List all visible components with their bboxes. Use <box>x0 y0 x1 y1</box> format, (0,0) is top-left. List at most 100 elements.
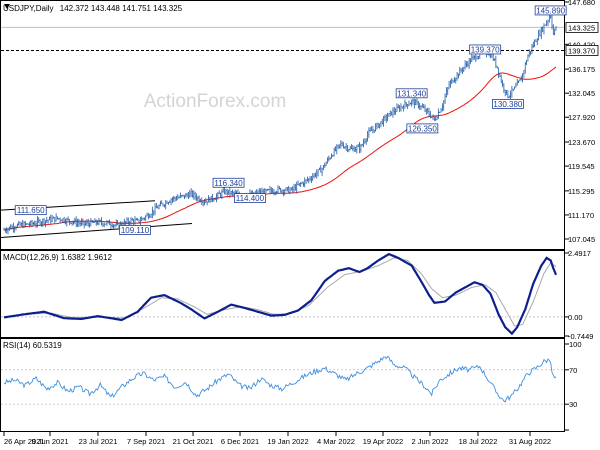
price-annotation-label: 145.890 <box>536 6 565 15</box>
price-candle <box>503 83 505 93</box>
price-candle <box>337 144 339 150</box>
price-candle <box>378 123 381 129</box>
price-candle <box>229 186 231 198</box>
price-annotation-label: 139.370 <box>471 45 500 54</box>
price-candle <box>515 82 517 88</box>
price-candle <box>206 201 208 206</box>
price-candle <box>158 204 160 210</box>
price-candle <box>11 224 13 230</box>
price-candle <box>182 194 184 198</box>
price-candle <box>413 98 415 109</box>
price-candle <box>425 108 427 115</box>
price-candle <box>154 203 156 216</box>
price-candle <box>432 114 434 121</box>
price-candle <box>223 187 226 195</box>
price-candle <box>354 146 357 152</box>
price-candle <box>519 79 521 82</box>
price-candle <box>104 223 107 225</box>
price-candle <box>102 222 104 227</box>
price-candle <box>448 80 450 90</box>
price-candle <box>272 188 274 194</box>
price-candle <box>321 167 323 177</box>
macd-line <box>3 252 558 336</box>
price-candle <box>76 218 79 228</box>
price-annotation-label: 116.340 <box>214 179 243 188</box>
price-candle <box>542 26 544 33</box>
price-candle <box>348 148 350 152</box>
price-candle <box>266 188 268 192</box>
price-candle <box>471 53 473 62</box>
price-candle <box>309 175 311 182</box>
price-candle <box>27 223 29 225</box>
price-candle <box>281 189 283 195</box>
price-candle <box>453 76 456 83</box>
price-candle <box>314 172 317 178</box>
price-candle <box>286 187 288 192</box>
price-candle <box>117 220 119 226</box>
price-candle <box>52 216 55 219</box>
price-candle <box>436 116 438 121</box>
price-candle <box>527 54 529 62</box>
price-tag-label: 139.370 <box>568 46 595 55</box>
price-candle <box>106 220 108 227</box>
price-candle <box>67 216 69 221</box>
price-candle <box>477 55 480 60</box>
price-candle <box>165 199 167 210</box>
price-candle <box>535 39 537 43</box>
price-candle <box>334 146 337 152</box>
price-annotation: 145.890 <box>534 5 567 15</box>
price-candle <box>15 225 17 231</box>
price-candle <box>368 127 370 139</box>
price-candle <box>298 183 300 187</box>
price-candle <box>358 142 361 154</box>
price-candle <box>445 87 448 98</box>
price-candle <box>64 218 67 225</box>
price-candle <box>19 221 21 226</box>
watermark: ActionForex.com <box>144 91 287 112</box>
price-candle <box>12 222 14 233</box>
price-candle <box>420 105 422 111</box>
price-candle <box>472 55 474 61</box>
price-candle <box>290 187 292 191</box>
price-annotation-label: 114.400 <box>236 194 265 203</box>
price-candle <box>34 220 36 225</box>
price-candle <box>138 219 140 224</box>
price-candle <box>143 217 145 221</box>
price-candle <box>505 90 508 96</box>
price-candle <box>150 213 152 219</box>
price-candle <box>169 200 171 203</box>
price-annotation-label: 126.350 <box>408 124 437 133</box>
price-candle <box>500 74 502 84</box>
price-candle <box>465 61 468 68</box>
price-candle <box>555 26 557 31</box>
level-price-tag: 139.370 <box>565 45 599 56</box>
chart-ohlc-label: 142.372 143.448 141.751 143.325 <box>60 4 183 13</box>
price-candle <box>344 146 346 149</box>
price-candle <box>386 112 389 122</box>
price-candle <box>94 218 96 224</box>
price-candle <box>530 51 532 56</box>
price-candle <box>554 28 556 36</box>
price-candle <box>457 73 460 79</box>
price-y-axis: 147.680 140.420 136.175 132.045 127.920 123.6… <box>565 0 599 244</box>
price-candle <box>293 183 295 193</box>
price-candle <box>167 201 169 205</box>
price-candle <box>43 218 45 226</box>
price-candle <box>509 90 512 101</box>
price-candle <box>55 213 57 222</box>
last-price-tag: 143.325 <box>565 21 599 33</box>
price-candle <box>16 223 18 229</box>
price-candle <box>427 107 429 114</box>
channel-lower-trendline <box>0 223 193 239</box>
price-candle <box>441 103 443 112</box>
price-candle <box>139 216 141 226</box>
price-candle <box>324 162 326 169</box>
price-candle <box>376 122 378 130</box>
price-candle <box>95 219 97 226</box>
price-candle <box>357 144 359 148</box>
price-candle <box>364 138 366 144</box>
price-candle <box>48 216 51 221</box>
price-candle <box>177 194 179 200</box>
price-candle <box>195 193 198 202</box>
